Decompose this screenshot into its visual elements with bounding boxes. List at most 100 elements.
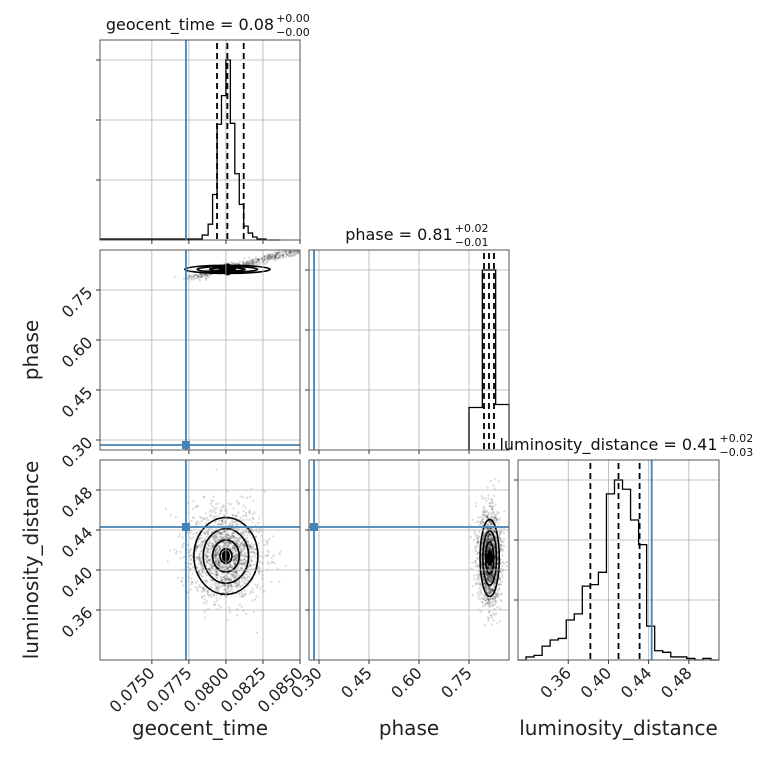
sample-point [488, 577, 491, 580]
sample-point [491, 576, 494, 579]
density-peak [222, 263, 233, 276]
sample-point [211, 567, 215, 571]
sample-point [199, 563, 202, 566]
sample-point [193, 275, 196, 278]
sample-point [254, 547, 257, 551]
sample-point [216, 573, 219, 576]
sample-point [181, 544, 184, 547]
sample-point [244, 562, 247, 565]
sample-point [487, 598, 490, 601]
sample-point [252, 551, 255, 554]
sample-point [245, 612, 248, 615]
sample-point [186, 543, 189, 546]
sample-point [200, 561, 203, 564]
sample-point [489, 537, 492, 541]
sample-point [209, 542, 212, 545]
sample-point [494, 597, 497, 600]
sample-point [218, 547, 221, 550]
sample-point [231, 546, 234, 549]
sample-point [220, 563, 223, 566]
sample-point [250, 542, 253, 545]
title-upper-error: +0.02 [455, 222, 489, 235]
sample-point [195, 521, 198, 524]
sample-point [200, 519, 203, 523]
sample-point [190, 583, 193, 586]
sample-point [240, 549, 243, 552]
sample-point [230, 583, 233, 586]
sample-point [240, 542, 243, 546]
sample-point [229, 578, 232, 581]
sample-point [497, 593, 500, 596]
sample-point [485, 573, 488, 576]
sample-point [500, 580, 504, 583]
sample-point [277, 254, 281, 257]
sample-point [488, 505, 491, 508]
sample-point [220, 575, 223, 579]
sample-point [198, 275, 201, 278]
sample-point [207, 543, 210, 546]
sample-point [253, 598, 256, 601]
sample-point [217, 561, 220, 564]
sample-point [498, 588, 501, 591]
sample-point [293, 253, 297, 256]
sample-point [237, 262, 240, 265]
sample-point [244, 506, 247, 509]
sample-point [486, 535, 490, 538]
sample-point [266, 256, 269, 259]
sample-point [501, 544, 504, 547]
sample-point [494, 578, 497, 581]
sample-point [243, 257, 246, 260]
sample-point [218, 531, 221, 534]
sample-point [214, 553, 217, 557]
sample-point [179, 533, 182, 536]
sample-point [487, 590, 490, 593]
sample-point [485, 587, 488, 590]
sample-point [204, 522, 207, 525]
sample-point [285, 251, 288, 254]
sample-point [229, 524, 232, 527]
sample-point [493, 603, 496, 606]
sample-point [186, 566, 189, 569]
sample-point [189, 531, 192, 534]
sample-point [202, 517, 205, 520]
sample-point [280, 250, 283, 254]
sample-point [209, 567, 212, 570]
sample-point [182, 584, 185, 587]
sample-point [499, 548, 502, 551]
sample-point [207, 607, 210, 611]
sample-point [282, 252, 285, 255]
sample-point [197, 557, 200, 560]
sample-point [496, 595, 499, 598]
sample-point [495, 540, 498, 543]
sample-point [240, 549, 243, 552]
sample-point [249, 564, 252, 567]
sample-point [215, 552, 218, 556]
sample-point [233, 562, 237, 565]
sample-point [297, 250, 300, 254]
sample-point [200, 275, 203, 278]
sample-point [237, 501, 240, 505]
sample-point [481, 597, 484, 600]
sample-point [486, 534, 490, 538]
sample-point [487, 533, 490, 536]
sample-point [217, 564, 221, 568]
sample-point [230, 542, 233, 545]
sample-point [227, 587, 230, 590]
sample-point [214, 581, 217, 585]
sample-point [196, 566, 199, 569]
sample-point [266, 257, 269, 260]
sample-point [198, 570, 201, 573]
sample-point [283, 250, 286, 253]
sample-point [481, 518, 484, 521]
sample-point [264, 555, 267, 558]
sample-point [202, 601, 205, 604]
sample-point [216, 563, 219, 566]
sample-point [493, 494, 496, 497]
sample-point [231, 534, 234, 537]
sample-point [489, 579, 492, 582]
sample-point [275, 252, 278, 255]
sample-point [219, 535, 222, 538]
sample-point [209, 563, 212, 566]
sample-point [244, 555, 247, 558]
sample-point [190, 577, 193, 580]
